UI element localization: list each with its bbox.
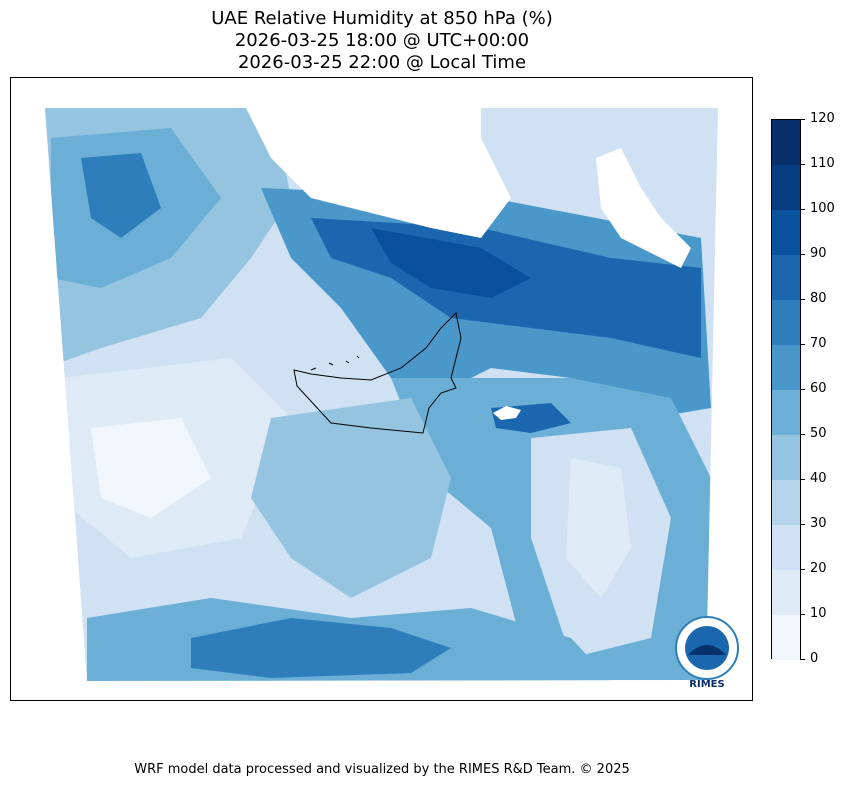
colorbar-label: 100 <box>810 201 835 216</box>
colorbar-segment <box>772 300 800 345</box>
colorbar-tick <box>800 434 805 435</box>
colorbar-segment <box>772 615 800 660</box>
colorbar-segment <box>772 210 800 255</box>
uae-islands <box>310 355 360 371</box>
field-gulf-deep <box>371 228 531 298</box>
colorbar-tick <box>800 254 805 255</box>
colorbar-tick <box>800 389 805 390</box>
colorbar-tick <box>800 299 805 300</box>
map-title: UAE Relative Humidity at 850 hPa (%) <box>211 8 553 29</box>
colorbar-label: 110 <box>810 156 835 171</box>
mask-northeast <box>596 148 691 268</box>
colorbar-tick <box>800 479 805 480</box>
colorbar-tick <box>800 614 805 615</box>
colorbar-segment <box>772 345 800 390</box>
map-panel <box>10 77 753 701</box>
field-light-west-inner <box>91 418 211 518</box>
utc-time: 2026-03-25 18:00 @ UTC+00:00 <box>234 30 530 51</box>
humidity-map <box>45 108 718 681</box>
colorbar-tick <box>800 569 805 570</box>
colorbar-label: 70 <box>810 336 827 351</box>
colorbar-label: 30 <box>810 516 827 531</box>
mask-north <box>241 108 511 238</box>
colorbar-segment <box>772 525 800 570</box>
field-center <box>251 398 451 598</box>
mask-hormuz <box>493 406 521 420</box>
colorbar-label: 50 <box>810 426 827 441</box>
colorbar-label: 60 <box>810 381 827 396</box>
colorbar-tick <box>800 209 805 210</box>
colorbar-label: 120 <box>810 111 835 126</box>
colorbar-label: 10 <box>810 606 827 621</box>
colorbar-segment <box>772 570 800 615</box>
local-time: 2026-03-25 22:00 @ Local Time <box>237 52 527 73</box>
colorbar-segment <box>772 390 800 435</box>
rimes-logo: RIMES <box>675 616 739 689</box>
colorbar-tick <box>800 659 805 660</box>
logo-text: RIMES <box>689 679 724 689</box>
colorbar-segment <box>772 120 800 165</box>
colorbar-label: 20 <box>810 561 827 576</box>
colorbar-label: 90 <box>810 246 827 261</box>
colorbar-tick <box>800 119 805 120</box>
colorbar-tick <box>800 164 805 165</box>
field-west-core <box>81 153 161 238</box>
uae-boundary <box>293 311 462 434</box>
colorbar-segment <box>772 165 800 210</box>
colorbar-tick <box>800 524 805 525</box>
footer-credit: WRF model data processed and visualized … <box>134 762 630 777</box>
colorbar-label: 40 <box>810 471 827 486</box>
colorbar-label: 80 <box>810 291 827 306</box>
colorbar-segment <box>772 255 800 300</box>
field-southeast-lighter <box>566 458 631 598</box>
colorbar <box>771 119 801 660</box>
colorbar-label: 0 <box>810 651 819 666</box>
field-south-core <box>191 618 451 678</box>
colorbar-segment <box>772 435 800 480</box>
colorbar-tick <box>800 344 805 345</box>
colorbar-segment <box>772 480 800 525</box>
